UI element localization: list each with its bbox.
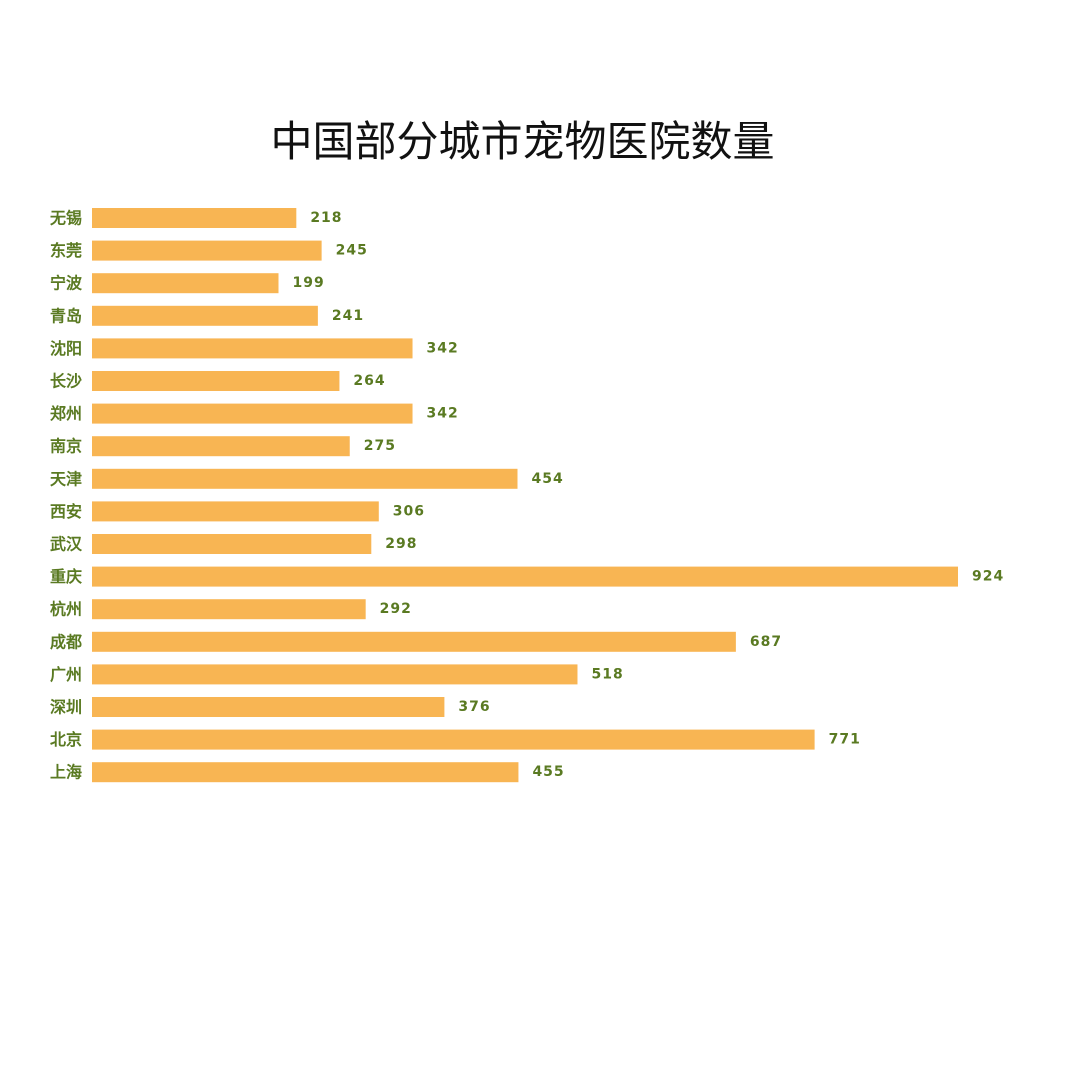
- category-label: 广州: [50, 665, 82, 684]
- value-label: 264: [353, 373, 385, 389]
- bar: [92, 697, 445, 717]
- value-label: 292: [380, 601, 412, 617]
- category-label: 天津: [50, 469, 82, 488]
- category-label: 东莞: [50, 241, 82, 260]
- bar: [92, 371, 340, 391]
- bar: [92, 403, 413, 424]
- bar: [92, 664, 578, 685]
- category-label: 长沙: [50, 372, 82, 391]
- bar: [92, 599, 366, 620]
- value-label: 924: [972, 569, 1004, 585]
- category-label: 青岛: [50, 306, 82, 325]
- bar: [92, 631, 736, 652]
- value-label: 241: [332, 308, 364, 324]
- category-label: 重庆: [50, 567, 82, 586]
- category-label: 武汉: [50, 535, 83, 554]
- bar: [92, 436, 350, 457]
- value-label: 518: [591, 666, 623, 682]
- bars-layer: 无锡 218 东莞 245 宁波 199 青岛 241 沈阳 342 长沙 264 郑州 342 南京 275…: [49, 208, 1004, 783]
- category-label: 北京: [50, 730, 82, 749]
- value-label: 218: [310, 210, 342, 226]
- value-label: 245: [336, 243, 368, 259]
- category-label: 成都: [50, 632, 82, 651]
- category-label: 沈阳: [50, 339, 82, 358]
- value-label: 298: [385, 536, 417, 552]
- value-label: 199: [293, 275, 325, 291]
- category-label: 宁波: [50, 274, 83, 293]
- bar: [92, 729, 815, 750]
- value-label: 687: [750, 634, 782, 650]
- category-label: 上海: [50, 763, 82, 782]
- bar: [92, 338, 413, 359]
- value-label: 306: [393, 503, 425, 519]
- bar: [92, 305, 318, 326]
- category-label: 郑州: [50, 404, 82, 423]
- value-label: 376: [458, 699, 490, 715]
- category-label: 杭州: [50, 600, 82, 619]
- category-label: 西安: [50, 502, 82, 521]
- category-label: 南京: [50, 437, 82, 456]
- bar: [92, 762, 519, 783]
- bar: [92, 566, 958, 587]
- value-label: 342: [427, 406, 459, 422]
- value-label: 771: [829, 732, 861, 748]
- bar: [92, 273, 279, 294]
- chart-title: 中国部分城市宠物医院数量: [270, 117, 775, 166]
- value-label: 275: [364, 438, 396, 454]
- bar: [92, 468, 518, 489]
- value-label: 455: [532, 764, 564, 780]
- category-label: 无锡: [49, 209, 82, 228]
- bar: [92, 208, 297, 228]
- value-label: 454: [532, 471, 564, 487]
- bar: [92, 534, 372, 554]
- category-label: 深圳: [50, 698, 82, 717]
- bar: [92, 240, 322, 261]
- value-label: 342: [427, 340, 459, 356]
- bar: [92, 501, 379, 522]
